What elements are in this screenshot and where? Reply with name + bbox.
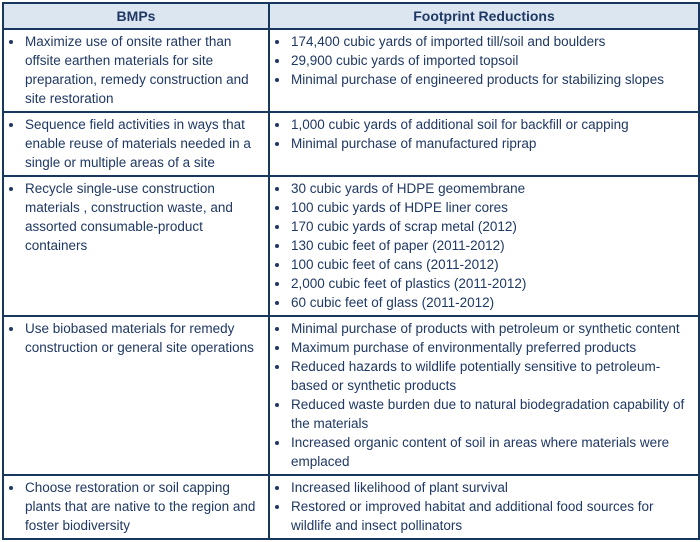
bmp-item: Recycle single-use construction material… [24, 179, 264, 255]
bmp-cell: Sequence field activities in ways that e… [2, 111, 270, 177]
reduction-item: 174,400 cubic yards of imported till/soi… [290, 32, 694, 51]
table-row: Recycle single-use construction material… [2, 175, 700, 317]
reduction-item: 100 cubic yards of HDPE liner cores [290, 198, 694, 217]
reduction-item: 1,000 cubic yards of additional soil for… [290, 115, 694, 134]
reduction-bullet-list: Minimal purchase of products with petrol… [274, 319, 694, 471]
table-row: Use biobased materials for remedy constr… [2, 315, 700, 476]
reduction-item: Increased organic content of soil in are… [290, 433, 694, 471]
reduction-item: 2,000 cubic feet of plastics (2011-2012) [290, 274, 694, 293]
reduction-item: Maximum purchase of environmentally pref… [290, 338, 694, 357]
table-row: Choose restoration or soil capping plant… [2, 474, 700, 540]
bmp-item: Maximize use of onsite rather than offsi… [24, 32, 264, 108]
reduction-bullet-list: 30 cubic yards of HDPE geomembrane100 cu… [274, 179, 694, 312]
reduction-item: Minimal purchase of manufactured riprap [290, 134, 694, 153]
reduction-bullet-list: 174,400 cubic yards of imported till/soi… [274, 32, 694, 89]
bmp-bullet-list: Use biobased materials for remedy constr… [8, 319, 264, 357]
table-header-row: BMPs Footprint Reductions [2, 2, 700, 30]
bmp-item: Choose restoration or soil capping plant… [24, 478, 264, 535]
reduction-item: 60 cubic feet of glass (2011-2012) [290, 293, 694, 312]
footprint-cell: 1,000 cubic yards of additional soil for… [268, 111, 700, 177]
bmp-bullet-list: Recycle single-use construction material… [8, 179, 264, 255]
reduction-item: Restored or improved habitat and additio… [290, 497, 694, 535]
reduction-item: Reduced waste burden due to natural biod… [290, 395, 694, 433]
bmp-cell: Use biobased materials for remedy constr… [2, 315, 270, 476]
footprint-cell: Minimal purchase of products with petrol… [268, 315, 700, 476]
reduction-item: Minimal purchase of engineered products … [290, 70, 694, 89]
table-row: Sequence field activities in ways that e… [2, 111, 700, 177]
reduction-item: Reduced hazards to wildlife potentially … [290, 357, 694, 395]
bmp-bullet-list: Sequence field activities in ways that e… [8, 115, 264, 172]
col-header-bmps: BMPs [2, 2, 270, 30]
table-row: Maximize use of onsite rather than offsi… [2, 28, 700, 113]
bmp-cell: Recycle single-use construction material… [2, 175, 270, 317]
bmp-item: Use biobased materials for remedy constr… [24, 319, 264, 357]
bmp-item: Sequence field activities in ways that e… [24, 115, 264, 172]
reduction-item: Minimal purchase of products with petrol… [290, 319, 694, 338]
bmp-bullet-list: Choose restoration or soil capping plant… [8, 478, 264, 535]
reduction-item: Increased likelihood of plant survival [290, 478, 694, 497]
col-header-footprint-reductions: Footprint Reductions [268, 2, 700, 30]
reduction-bullet-list: Increased likelihood of plant survivalRe… [274, 478, 694, 535]
reduction-item: 29,900 cubic yards of imported topsoil [290, 51, 694, 70]
reduction-item: 130 cubic feet of paper (2011-2012) [290, 236, 694, 255]
bmp-cell: Maximize use of onsite rather than offsi… [2, 28, 270, 113]
table-body: Maximize use of onsite rather than offsi… [2, 28, 700, 540]
footprint-cell: Increased likelihood of plant survivalRe… [268, 474, 700, 540]
bmp-cell: Choose restoration or soil capping plant… [2, 474, 270, 540]
reduction-bullet-list: 1,000 cubic yards of additional soil for… [274, 115, 694, 153]
reduction-item: 100 cubic feet of cans (2011-2012) [290, 255, 694, 274]
reduction-item: 170 cubic yards of scrap metal (2012) [290, 217, 694, 236]
footprint-cell: 174,400 cubic yards of imported till/soi… [268, 28, 700, 113]
footprint-cell: 30 cubic yards of HDPE geomembrane100 cu… [268, 175, 700, 317]
bmp-bullet-list: Maximize use of onsite rather than offsi… [8, 32, 264, 108]
reduction-item: 30 cubic yards of HDPE geomembrane [290, 179, 694, 198]
